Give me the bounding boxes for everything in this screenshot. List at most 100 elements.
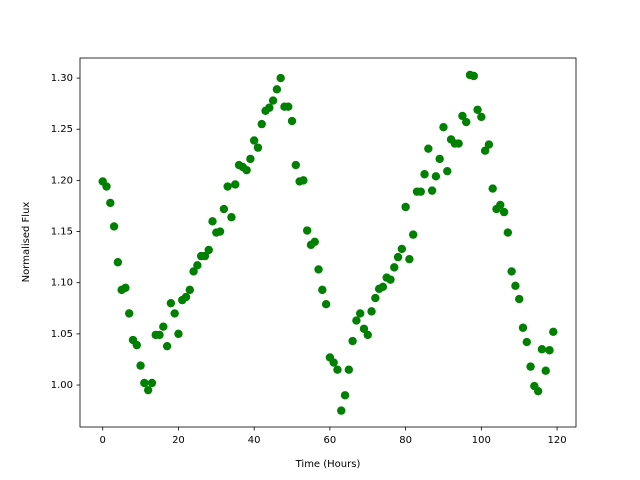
point: [431, 172, 441, 181]
x-axis-label: Time (Hours): [295, 459, 361, 470]
point: [314, 265, 323, 274]
point: [253, 143, 263, 152]
point: [227, 213, 236, 222]
point: [147, 378, 157, 388]
point: [159, 322, 168, 331]
point: [549, 327, 558, 337]
point: [276, 73, 285, 83]
point: [518, 323, 528, 332]
point: [246, 154, 255, 164]
point: [231, 180, 240, 189]
point: [344, 365, 354, 374]
point: [140, 378, 149, 388]
point: [416, 187, 425, 196]
point: [401, 202, 410, 212]
point: [405, 254, 414, 264]
point: [473, 105, 482, 114]
point: [287, 116, 297, 126]
point: [359, 324, 369, 333]
point: [215, 227, 225, 236]
point: [299, 176, 308, 185]
y-tick-label: 1.10: [51, 278, 73, 289]
point: [424, 144, 433, 153]
x-tick-label: 0: [100, 435, 106, 446]
x-tick-label: 60: [324, 435, 337, 446]
point: [439, 122, 448, 132]
point: [185, 285, 195, 295]
point: [427, 186, 437, 195]
point: [454, 139, 463, 148]
point: [223, 182, 232, 191]
point: [329, 358, 338, 367]
point: [193, 261, 202, 270]
point: [541, 366, 550, 375]
point: [321, 300, 331, 309]
x-tick-label: 120: [548, 435, 567, 446]
point: [189, 267, 198, 276]
y-tick-label: 1.00: [51, 380, 73, 391]
point: [200, 251, 210, 261]
point: [318, 285, 327, 295]
point: [166, 298, 176, 308]
point: [106, 198, 115, 208]
point: [496, 200, 505, 210]
point: [272, 85, 282, 94]
point: [363, 330, 372, 340]
point: [480, 146, 490, 155]
point: [219, 204, 229, 214]
point: [507, 267, 516, 276]
x-tick-label: 80: [399, 435, 412, 446]
point: [333, 365, 342, 374]
point: [386, 275, 395, 284]
point: [113, 258, 123, 267]
point: [469, 71, 478, 81]
point: [291, 160, 301, 170]
point: [371, 293, 380, 303]
point: [420, 170, 429, 179]
point: [484, 140, 494, 149]
point: [125, 309, 134, 318]
point: [390, 263, 399, 272]
point: [174, 329, 183, 339]
point: [302, 226, 312, 235]
point: [537, 345, 547, 354]
point: [477, 112, 486, 122]
point: [109, 222, 119, 231]
point: [181, 292, 191, 302]
point: [526, 362, 535, 371]
point: [132, 340, 141, 350]
point: [310, 237, 319, 246]
point: [352, 316, 361, 325]
point: [499, 207, 509, 217]
plot-frame: [79, 57, 577, 428]
y-tick-label: 1.25: [51, 124, 73, 135]
y-tick-label: 1.20: [51, 175, 73, 186]
point: [488, 184, 497, 193]
point: [348, 336, 357, 346]
point: [511, 281, 520, 290]
point: [155, 330, 164, 340]
point: [515, 294, 524, 304]
point: [545, 346, 554, 355]
point: [268, 96, 278, 105]
point: [265, 103, 274, 112]
point: [522, 337, 531, 347]
point: [208, 217, 217, 226]
point: [257, 119, 266, 129]
point: [458, 111, 467, 121]
y-tick-label: 1.30: [51, 73, 73, 84]
point: [397, 244, 407, 254]
point: [242, 165, 251, 175]
point: [284, 102, 293, 111]
point: [170, 309, 179, 318]
point: [249, 136, 259, 145]
point: [378, 282, 388, 292]
point: [461, 117, 471, 127]
point: [435, 154, 444, 164]
point: [162, 341, 172, 351]
point: [503, 228, 513, 237]
point: [121, 283, 130, 293]
point: [143, 385, 153, 395]
